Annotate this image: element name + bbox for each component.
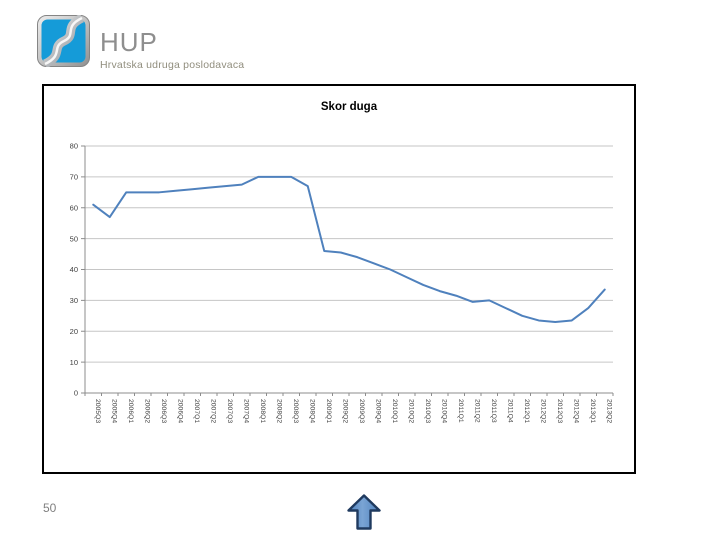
y-axis-tick-label: 20 [70, 327, 78, 336]
logo-title: HUP [100, 27, 158, 57]
x-axis-tick-label: 2007Q1 [193, 399, 200, 423]
x-axis-tick-label: 2006Q4 [176, 399, 183, 423]
debt-score-chart: 0 10 20 30 40 50 60 70 80 2005Q3 2005Q4 2006Q1 2006Q… [42, 84, 636, 474]
x-axis-tick-label: 2009Q1 [325, 399, 332, 423]
x-axis-tick-label: 2006Q1 [127, 399, 134, 423]
x-axis-tick-label: 2011Q4 [506, 399, 513, 423]
chart-title: Skor duga [321, 101, 378, 113]
x-axis-tick-label: 2011Q1 [457, 399, 464, 423]
x-axis-tick-label: 2008Q4 [308, 399, 315, 423]
x-axis-tick-label: 2006Q2 [143, 399, 150, 423]
y-axis-tick-label: 60 [70, 203, 78, 212]
x-axis-tick-label: 2007Q2 [209, 399, 216, 423]
y-axis-tick-label: 10 [70, 358, 78, 367]
x-axis-tick-label: 2010Q3 [424, 399, 431, 423]
y-axis-tick-label: 80 [70, 142, 78, 151]
x-axis-tick-label: 2008Q1 [259, 399, 266, 423]
y-axis-tick-label: 30 [70, 296, 78, 305]
x-axis-tick-label: 2011Q3 [490, 399, 497, 423]
x-axis-tick-label: 2008Q2 [275, 399, 282, 423]
x-axis-tick-label: 2012Q1 [523, 399, 530, 423]
x-axis-tick-label: 2011Q2 [473, 399, 480, 423]
x-axis-tick-label: 2010Q1 [391, 399, 398, 423]
y-axis-tick-label: 0 [74, 389, 78, 398]
x-axis-tick-label: 2005Q4 [110, 399, 117, 423]
x-axis-tick-label: 2009Q4 [374, 399, 381, 423]
debt-score-series-line [92, 175, 606, 323]
x-axis-tick-label: 2012Q4 [572, 399, 579, 423]
logo-subtitle: Hrvatska udruga poslodavaca [100, 59, 245, 71]
x-axis-tick-label: 2006Q3 [160, 399, 167, 423]
y-axis-tick-label: 40 [70, 265, 78, 274]
x-axis-tick-label: 2010Q2 [407, 399, 414, 423]
x-axis-tick-label: 2010Q4 [440, 399, 447, 423]
x-axis-tick-label: 2009Q3 [358, 399, 365, 423]
x-axis-tick-label: 2008Q3 [292, 399, 299, 423]
slide-page-number: 50 [43, 501, 57, 515]
y-axis-tick-label: 70 [70, 173, 78, 182]
x-axis-tick-label: 2013Q1 [589, 399, 596, 423]
hup-logo: HUP Hrvatska udruga poslodavaca [37, 15, 244, 71]
x-axis-tick-label: 2009Q2 [341, 399, 348, 423]
x-axis-tick-label: 2012Q3 [556, 399, 563, 423]
x-axis-tick-label: 2007Q3 [226, 399, 233, 423]
x-axis-tick-label: 2005Q3 [94, 399, 101, 423]
y-axis-tick-label: 50 [70, 234, 78, 243]
line-chart-canvas: 0 10 20 30 40 50 60 70 80 2005Q3 2005Q4 2006Q1 2006Q… [70, 101, 614, 423]
x-axis-tick-label: 2012Q2 [539, 399, 546, 423]
hup-logo-icon [37, 15, 90, 67]
x-axis-tick-label: 2007Q4 [242, 399, 249, 423]
x-axis-tick-label: 2013Q2 [605, 399, 612, 423]
up-arrow-button[interactable] [347, 494, 381, 530]
